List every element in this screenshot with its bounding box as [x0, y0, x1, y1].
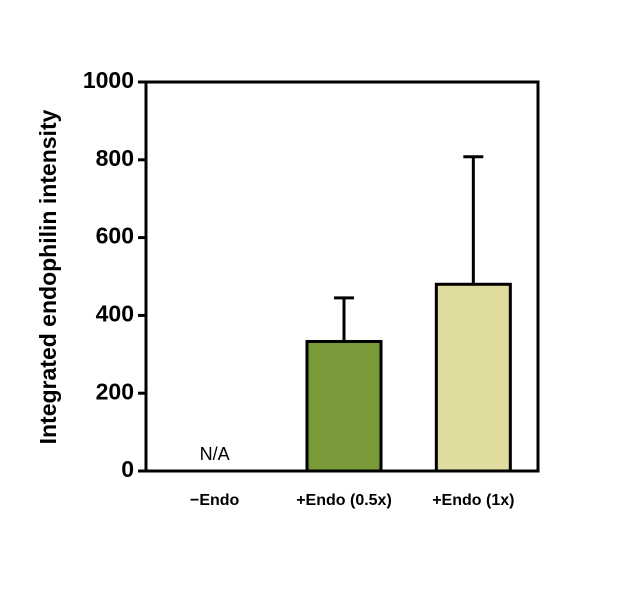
- y-tick-label: 0: [121, 456, 134, 482]
- y-tick-label: 200: [96, 378, 134, 404]
- bar: [434, 282, 512, 473]
- y-tick-label: 600: [96, 223, 134, 249]
- x-tick-label: +Endo (1x): [432, 492, 514, 509]
- value-label: N/A: [200, 444, 230, 464]
- y-tick-label: 1000: [83, 67, 134, 93]
- y-tick-label: 400: [96, 300, 134, 326]
- y-axis-label: Integrated endophilin intensity: [35, 109, 61, 444]
- error-bar: [463, 155, 484, 285]
- plot-frame: [144, 80, 540, 473]
- x-tick-label: +Endo (0.5x): [296, 492, 392, 509]
- bar: [305, 339, 383, 473]
- error-bar: [334, 296, 354, 342]
- y-tick-label: 800: [96, 145, 134, 171]
- x-tick-label: −Endo: [190, 492, 240, 509]
